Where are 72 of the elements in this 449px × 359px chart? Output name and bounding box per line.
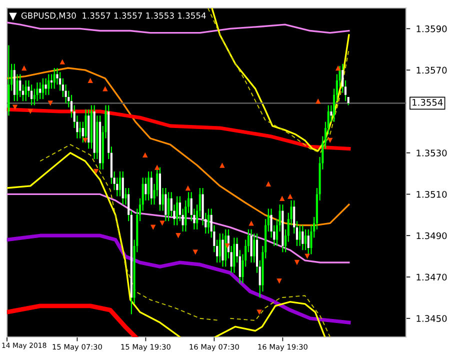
line-series: [7, 22, 350, 34]
y-tick-label: 1.3530: [416, 150, 447, 156]
point: [248, 220, 254, 226]
point: [335, 65, 341, 71]
candlestick: [207, 208, 210, 234]
point: [288, 194, 293, 199]
candlestick: [302, 224, 304, 251]
y-tick-label: 1.3470: [416, 274, 447, 281]
point: [82, 138, 88, 144]
point: [28, 108, 33, 114]
chart-title: GBPUSD,M30 1.3557 1.3557 1.3553 1.3554: [21, 12, 206, 20]
point: [60, 59, 65, 64]
candlestick: [39, 82, 42, 100]
line-series: [40, 144, 220, 321]
candlestick: [222, 232, 224, 268]
line-series: [214, 300, 326, 337]
candlestick: [44, 78, 47, 96]
candlestick: [19, 74, 22, 98]
candlestick: [122, 170, 124, 206]
candlestick: [168, 192, 170, 222]
point: [12, 104, 18, 110]
candlestick: [164, 187, 167, 222]
candlestick: [118, 170, 122, 197]
point: [160, 220, 165, 226]
point: [88, 78, 93, 84]
point: [224, 243, 230, 249]
candlestick: [150, 170, 152, 206]
point: [192, 250, 198, 255]
candlestick: [233, 237, 236, 274]
candlestick: [253, 232, 256, 264]
y-tick-label: 1.3450: [416, 315, 447, 322]
candlestick: [176, 196, 178, 226]
candlestick: [218, 232, 221, 264]
candlestick: [250, 228, 252, 264]
point: [176, 233, 181, 238]
point: [48, 100, 53, 106]
candlestick: [298, 224, 301, 247]
point: [150, 224, 156, 230]
point: [93, 168, 99, 174]
candlestick: [24, 80, 27, 102]
candlestick: [48, 74, 50, 96]
point: [256, 310, 262, 315]
line-series: [7, 234, 351, 324]
candlestick: [53, 67, 56, 90]
point: [185, 185, 191, 191]
point: [142, 152, 148, 158]
y-tick-label: 1.3510: [416, 190, 447, 198]
point: [266, 181, 272, 186]
candlestick: [42, 78, 44, 100]
point: [154, 164, 160, 170]
candlestick: [50, 74, 53, 90]
ref-line-label: 1.3554: [412, 98, 443, 106]
point: [294, 260, 300, 266]
candlestick: [36, 82, 38, 102]
point: [220, 162, 225, 168]
line-series: [7, 193, 350, 264]
point: [315, 98, 321, 104]
point: [102, 86, 108, 92]
candlestick: [148, 170, 150, 201]
point: [276, 278, 282, 284]
y-tick-label: 1.3490: [416, 232, 447, 240]
point: [280, 196, 285, 201]
point: [304, 254, 310, 259]
line-series: [7, 304, 138, 337]
line-series: [230, 295, 331, 337]
y-tick-label: 1.3570: [416, 66, 447, 74]
point: [327, 138, 333, 144]
candlestick: [30, 84, 33, 106]
candlestick: [304, 228, 307, 251]
y-tick-label: 1.3590: [416, 25, 447, 32]
line-series: [7, 152, 181, 337]
point: [22, 65, 27, 71]
